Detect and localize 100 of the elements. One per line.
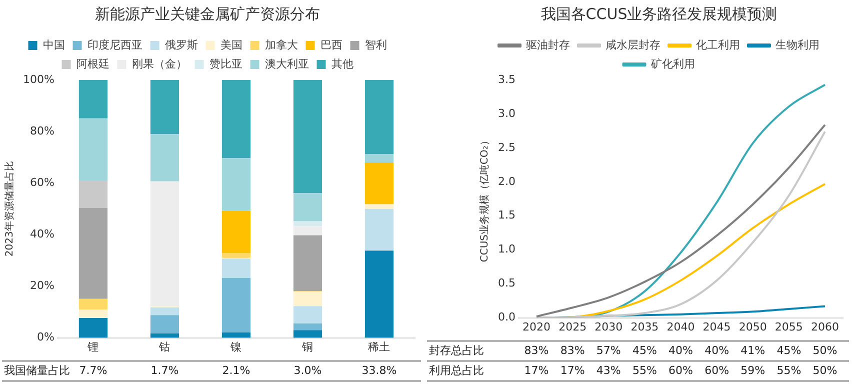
chart-title: 新能源产业关键金属矿产资源分布	[95, 4, 320, 23]
text: 45%	[632, 344, 657, 357]
x-tick-label: 2055	[774, 320, 803, 334]
bar	[150, 307, 180, 316]
x-tick-label: 稀土	[368, 340, 390, 354]
text: 封存总占比	[429, 344, 484, 357]
legend-label: 中国	[42, 38, 65, 52]
text: 50%	[812, 344, 838, 357]
text: 17%	[560, 364, 585, 377]
text: 55%	[776, 364, 802, 377]
legend-label: 加拿大	[264, 38, 298, 52]
bar	[78, 298, 108, 310]
legend-label: 阿根廷	[76, 57, 110, 70]
bar	[364, 204, 394, 209]
text: 50%	[812, 364, 838, 377]
x-tick-label: 2040	[666, 320, 695, 334]
x-tick-label: 钴	[158, 340, 170, 354]
bar	[364, 208, 394, 251]
bar	[293, 193, 322, 222]
text: 59%	[740, 364, 766, 377]
text: 83%	[524, 344, 549, 357]
bar	[78, 80, 108, 118]
bar	[78, 318, 108, 338]
text: 40%	[704, 344, 730, 357]
legend-label: 印度尼西亚	[87, 38, 142, 52]
y-tick-label: 0%	[36, 330, 54, 344]
bar	[150, 333, 180, 338]
y-tick-label: 1.0	[498, 242, 516, 256]
text: 57%	[596, 344, 621, 357]
y-axis-title: 2023年资源储量占比	[4, 161, 16, 257]
x-tick-label: 2060	[810, 320, 839, 334]
legend-label: 美国	[220, 38, 242, 52]
bar	[150, 134, 180, 182]
x-tick-label: 2020	[522, 320, 551, 334]
legend-label: 驱油封存	[526, 38, 570, 52]
text: 83%	[560, 344, 585, 357]
y-tick-label: 3.5	[498, 72, 516, 86]
x-tick-label: 2035	[630, 320, 659, 334]
bar	[78, 118, 108, 181]
legend-label: 其他	[331, 57, 354, 70]
text: 17%	[524, 364, 549, 377]
y-tick-label: 0.5	[498, 276, 516, 290]
text: 60%	[704, 364, 730, 377]
text: 43%	[596, 364, 621, 377]
y-tick-label: 40%	[30, 228, 54, 241]
legend-label: 生物利用	[776, 38, 820, 52]
legend-label: 澳大利亚	[264, 57, 309, 70]
legend-label: 赞比亚	[209, 57, 242, 70]
y-tick-label: 3.0	[498, 106, 516, 120]
y-tick-label: 1.5	[498, 208, 516, 222]
y-tick-label: 0.0	[498, 310, 516, 324]
data-label: 33.8%	[362, 364, 397, 377]
data-label: 2.1%	[222, 364, 250, 377]
legend-label: 俄罗斯	[164, 38, 198, 52]
bar	[364, 154, 394, 162]
x-tick-label: 锂	[86, 340, 99, 354]
bar	[364, 162, 394, 204]
text: 55%	[632, 364, 657, 377]
text: 利用总占比	[429, 364, 484, 377]
bar	[222, 332, 251, 338]
bar	[364, 250, 394, 338]
bar	[150, 181, 180, 306]
bar	[364, 80, 394, 154]
bar	[293, 292, 322, 306]
data-label: 3.0%	[294, 364, 322, 377]
x-tick-label: 镍	[230, 340, 242, 354]
bar	[222, 278, 251, 332]
text: 45%	[776, 344, 802, 357]
text: 我国储量占比	[4, 364, 70, 377]
data-label: 7.7%	[79, 364, 108, 377]
bar	[222, 158, 251, 211]
text: 40%	[668, 344, 693, 357]
bar	[293, 235, 322, 292]
y-axis-title: CCUS业务规模（亿吨CO₂）	[478, 136, 491, 262]
bar	[150, 315, 180, 334]
legend-label: 矿化利用	[650, 57, 695, 70]
bar	[293, 80, 322, 194]
x-tick-label: 2045	[702, 320, 731, 334]
y-tick-label: 2.0	[498, 174, 516, 188]
bar	[293, 323, 322, 330]
chart-title: 我国各CCUS业务路径发展规模预测	[540, 4, 778, 23]
bar	[293, 221, 322, 226]
y-tick-label: 60%	[30, 176, 54, 189]
bar	[78, 180, 108, 208]
legend-label: 智利	[364, 38, 387, 52]
x-tick-label: 2030	[594, 320, 623, 334]
bar	[222, 252, 251, 258]
bar	[78, 208, 108, 299]
text: 41%	[740, 344, 766, 357]
y-tick-label: 100%	[22, 72, 54, 86]
bar	[150, 80, 180, 134]
bar	[293, 306, 322, 324]
legend-label: 化工利用	[696, 38, 740, 52]
legend-label: 咸水层封存	[606, 38, 660, 52]
bar	[222, 258, 251, 278]
x-tick-label: 2025	[558, 320, 587, 334]
bar	[222, 80, 251, 158]
y-tick-label: 2.5	[498, 140, 516, 154]
bar	[78, 309, 108, 318]
y-tick-label: 20%	[30, 279, 54, 292]
